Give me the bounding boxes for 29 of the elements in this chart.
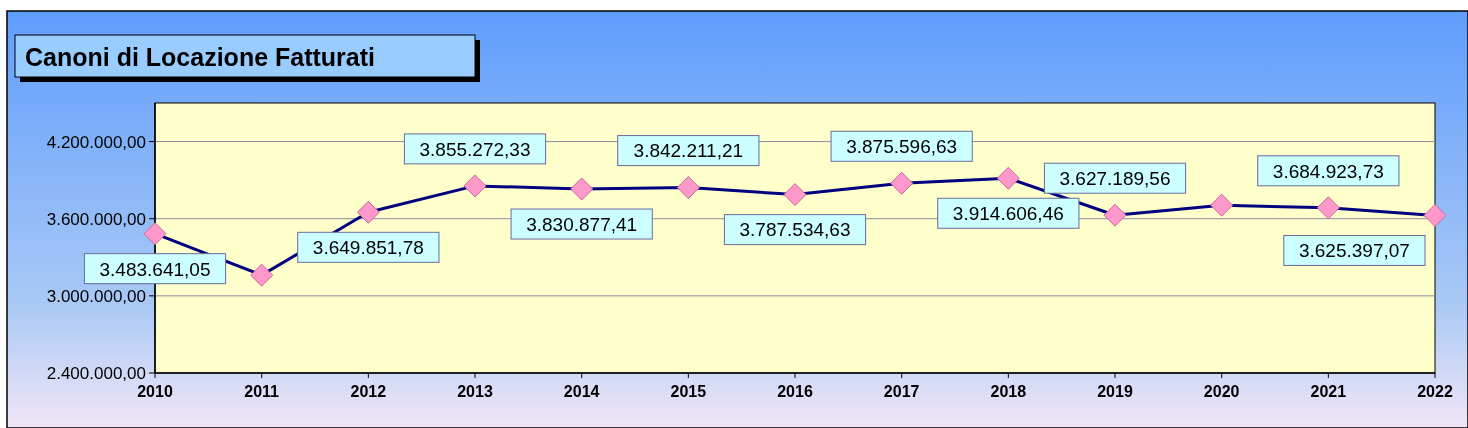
y-tick-label: 3.600.000,00 bbox=[46, 209, 146, 229]
data-label: 3.625.397,07 bbox=[1298, 240, 1410, 262]
y-tick-label: 3.000.000,00 bbox=[46, 286, 146, 306]
x-tick-label: 2010 bbox=[137, 383, 173, 400]
data-label: 3.830.877,41 bbox=[526, 213, 638, 235]
y-tick-label: 4.200.000,00 bbox=[46, 132, 146, 152]
x-tick-label: 2011 bbox=[244, 383, 280, 400]
chart-title: Canoni di Locazione Fatturati bbox=[25, 43, 376, 71]
x-tick-label: 2021 bbox=[1310, 383, 1347, 400]
x-tick-label: 2017 bbox=[883, 383, 920, 400]
x-tick-label: 2020 bbox=[1203, 383, 1240, 400]
x-tick-label: 2015 bbox=[670, 383, 707, 400]
data-label: 3.787.534,63 bbox=[739, 219, 851, 241]
x-tick-label: 2019 bbox=[1097, 383, 1133, 400]
data-label: 3.914.606,46 bbox=[952, 203, 1064, 225]
data-label: 3.875.596,63 bbox=[846, 136, 958, 158]
x-tick-label: 2018 bbox=[990, 383, 1027, 400]
x-tick-label: 2014 bbox=[563, 383, 600, 400]
x-tick-label: 2022 bbox=[1417, 383, 1453, 400]
data-label: 3.842.211,21 bbox=[633, 140, 744, 162]
x-tick-label: 2016 bbox=[777, 383, 813, 400]
data-label: 3.627.189,56 bbox=[1059, 168, 1171, 190]
y-tick-label: 2.400.000,00 bbox=[46, 363, 146, 383]
x-tick-label: 2013 bbox=[457, 383, 493, 400]
data-label: 3.855.272,33 bbox=[419, 138, 531, 160]
data-label: 3.649.851,78 bbox=[312, 237, 424, 259]
data-label: 3.684.923,73 bbox=[1272, 160, 1384, 182]
data-label: 3.483.641,05 bbox=[99, 258, 211, 280]
x-tick-label: 2012 bbox=[350, 383, 387, 400]
